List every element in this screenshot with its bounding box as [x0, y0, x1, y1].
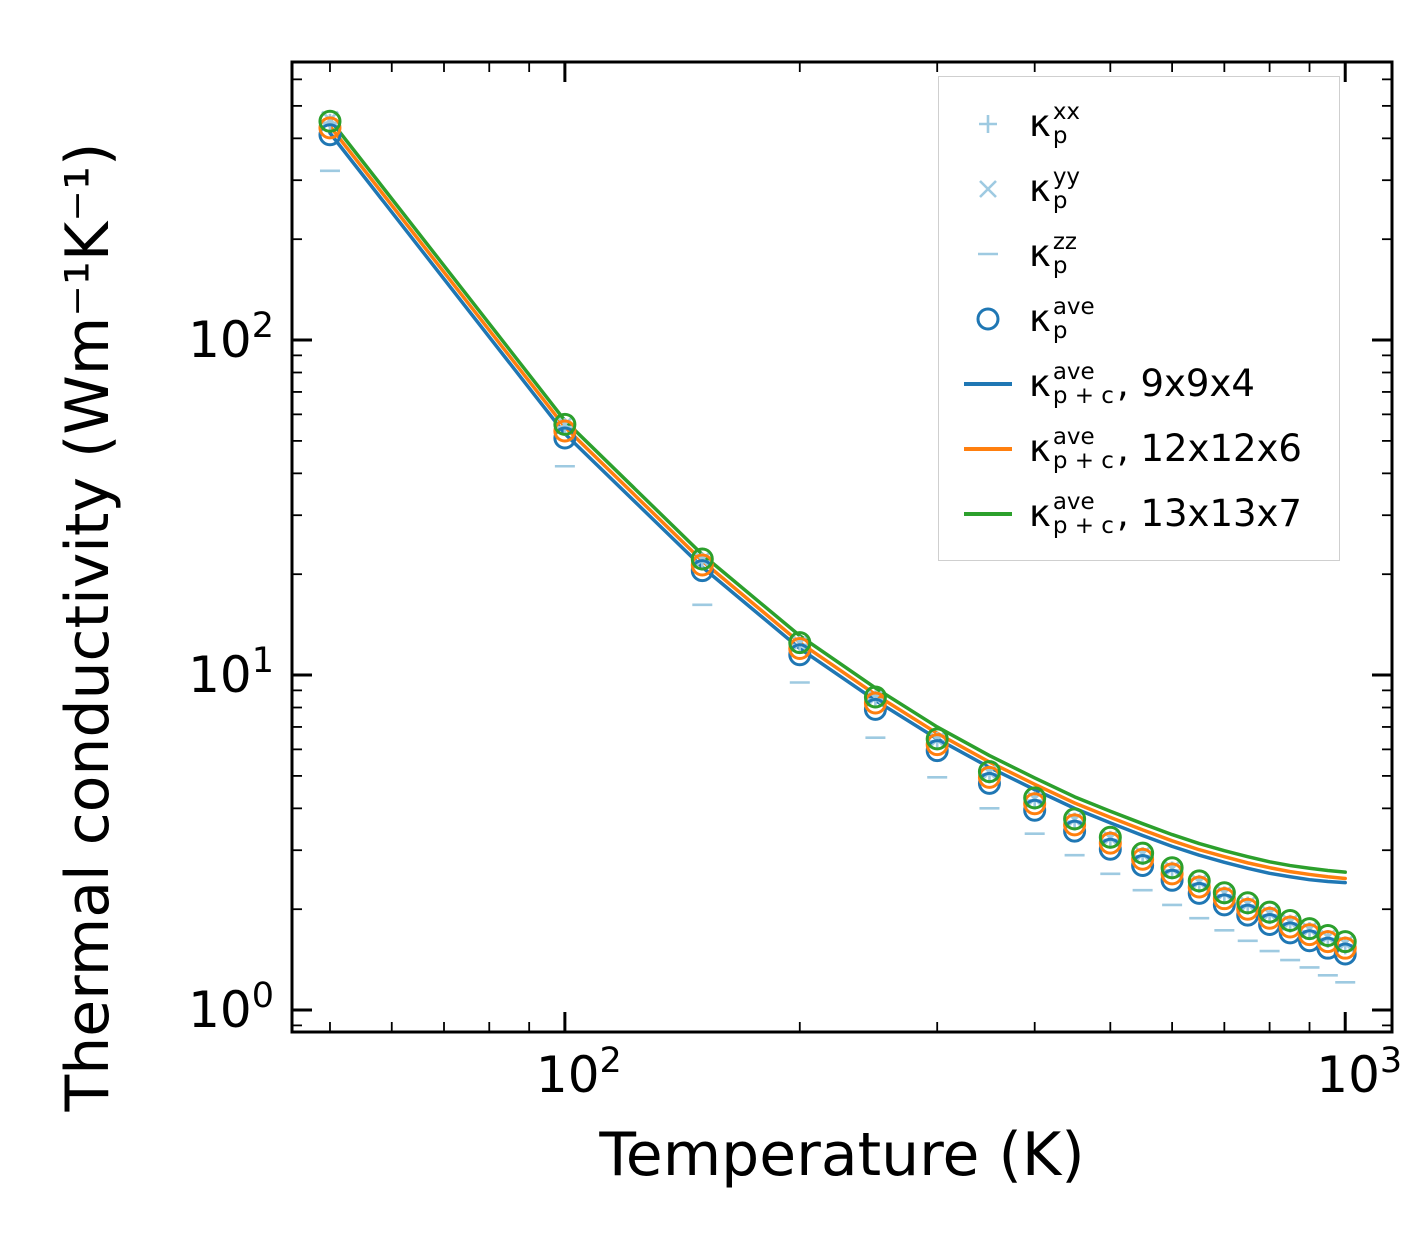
series-kappa_p_ave_13x13x7	[318, 109, 1357, 954]
legend-entry-kappa-p-xx: κ xx p	[957, 91, 1321, 156]
tick-label: 103	[1316, 1041, 1402, 1104]
kappa-symbol: κ	[1029, 297, 1051, 340]
legend-label: κ ave p + c, 9x9x4	[1029, 360, 1255, 407]
tick-label: 102	[536, 1041, 622, 1104]
tick-label: 102	[188, 306, 274, 369]
subscript: p	[1052, 122, 1068, 149]
kappa-symbol: κ	[1029, 167, 1051, 210]
legend-entry-kappa-p-ave: κ ave p	[957, 286, 1321, 351]
x-marker-icon	[957, 167, 1019, 211]
legend-entry-kappa-p-zz: κ zz p	[957, 221, 1321, 286]
kappa-symbol: κ	[1029, 102, 1051, 145]
superscript-subscript: ave p + c	[1052, 489, 1114, 539]
kappa-symbol: κ	[1029, 232, 1051, 275]
superscript: xx	[1052, 99, 1081, 126]
legend-entry-kappa-p-yy: κ yy p	[957, 156, 1321, 221]
legend: κ xx p κ yy p κ zz p κ ave p κ ave p + c, 9x9x4 κ ave p +…	[938, 76, 1340, 561]
tick-label: 101	[188, 641, 274, 704]
legend-suffix: , 9x9x4	[1116, 362, 1255, 405]
legend-label: κ ave p	[1029, 295, 1095, 342]
series-kappa_pc_ave_13x13x7	[328, 117, 1347, 874]
series-kappa_pc_ave_12x12x6	[328, 124, 1347, 881]
dash-marker-icon	[957, 232, 1019, 276]
subscript: p	[1052, 252, 1068, 279]
superscript: ave	[1052, 424, 1095, 451]
legend-label: κ yy p	[1029, 165, 1080, 212]
kappa-symbol: κ	[1029, 362, 1051, 405]
axis-ticks	[292, 62, 1392, 1032]
x-axis-label: Temperature (K)	[599, 1120, 1085, 1190]
kappa-symbol: κ	[1029, 492, 1051, 535]
superscript: ave	[1052, 294, 1095, 321]
tick-labels: 102 103 100 101 102	[188, 306, 1402, 1104]
superscript-subscript: ave p + c	[1052, 359, 1114, 409]
superscript-subscript: ave p + c	[1052, 424, 1114, 474]
circle-marker-icon	[957, 297, 1019, 341]
legend-suffix: , 13x13x7	[1116, 492, 1302, 535]
series-kappa_p_zz	[319, 169, 1356, 984]
legend-entry-kappa-pc-ave-9x9x4: κ ave p + c, 9x9x4	[957, 351, 1321, 416]
axes-frame	[290, 60, 1394, 1034]
superscript: ave	[1052, 359, 1095, 386]
superscript: zz	[1052, 229, 1077, 256]
subscript: p + c	[1052, 382, 1114, 409]
superscript-subscript: ave p	[1052, 294, 1095, 344]
superscript: yy	[1052, 164, 1081, 191]
subscript: p	[1052, 317, 1068, 344]
line-marker-icon	[957, 362, 1019, 406]
y-axis-label: Thermal conductivity (Wm⁻¹K⁻¹)	[53, 142, 123, 1112]
line-marker-icon	[957, 427, 1019, 471]
legend-suffix: , 12x12x6	[1116, 427, 1302, 470]
subscript: p + c	[1052, 512, 1114, 539]
legend-entry-kappa-pc-ave-13x13x7: κ ave p + c, 13x13x7	[957, 481, 1321, 546]
series-kappa_pc_ave_9x9x4	[328, 131, 1347, 885]
series-kappa_p_ave_12x12x6	[318, 116, 1357, 960]
legend-entry-kappa-pc-ave-12x12x6: κ ave p + c, 12x12x6	[957, 416, 1321, 481]
legend-label: κ zz p	[1029, 230, 1077, 277]
kappa-symbol: κ	[1029, 427, 1051, 470]
legend-label: κ ave p + c, 13x13x7	[1029, 490, 1302, 537]
superscript-subscript: zz p	[1052, 229, 1077, 279]
line-marker-icon	[957, 492, 1019, 536]
subscript: p	[1052, 187, 1068, 214]
superscript-subscript: xx p	[1052, 99, 1081, 149]
superscript-subscript: yy p	[1052, 164, 1081, 214]
superscript: ave	[1052, 489, 1095, 516]
legend-label: κ xx p	[1029, 100, 1080, 147]
plus-marker-icon	[957, 102, 1019, 146]
tick-label: 100	[188, 976, 274, 1039]
subscript: p + c	[1052, 447, 1114, 474]
legend-label: κ ave p + c, 12x12x6	[1029, 425, 1302, 472]
